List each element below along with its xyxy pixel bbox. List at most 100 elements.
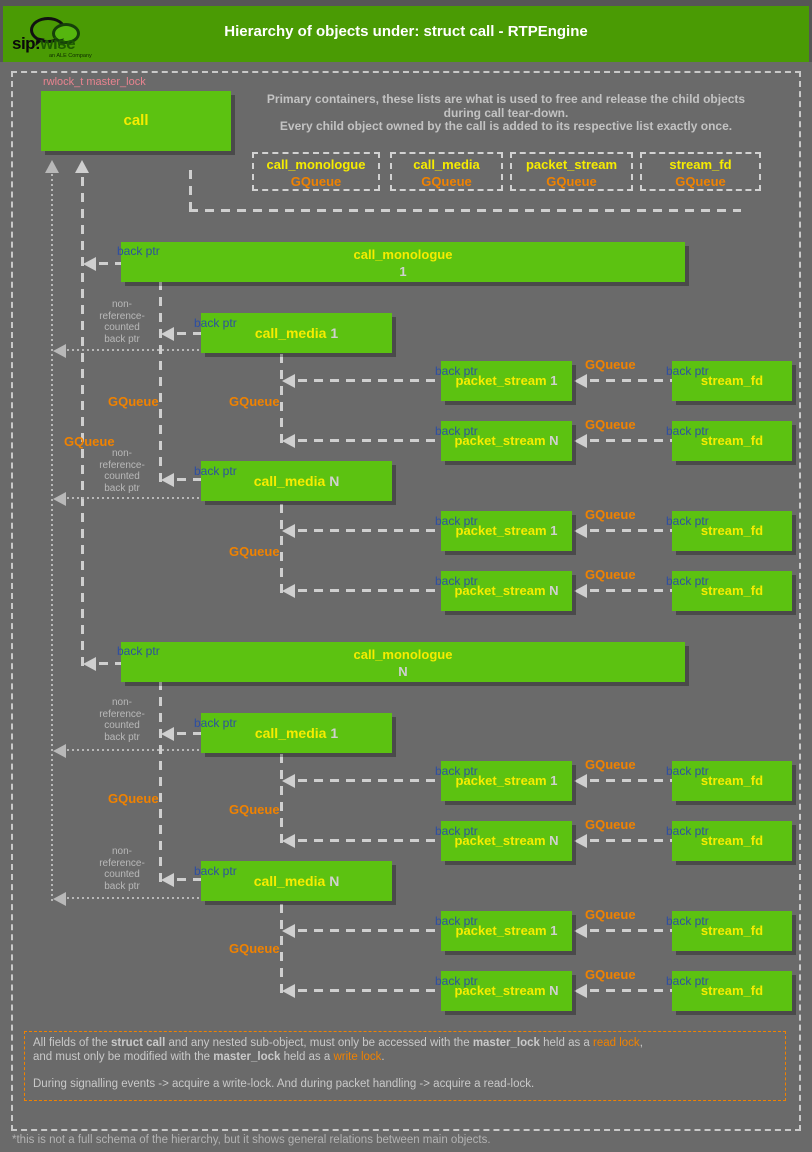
gqueue-label: GQueue (229, 544, 280, 559)
node-label: stream_fd (672, 511, 792, 551)
node-label-text: stream_fd (700, 983, 764, 998)
dashed-line-horizontal (298, 779, 441, 782)
dashed-line-horizontal (298, 379, 441, 382)
node-label-text: call_media (253, 873, 330, 889)
app-header: sip:wise an ALE Company Hierarchy of obj… (0, 0, 812, 62)
back-ptr-label: back ptr (194, 464, 237, 478)
node-label-text: stream_fd (700, 923, 764, 938)
gqueue-label: GQueue (585, 507, 636, 522)
node-call-monologue-n: call_monologue N (121, 642, 685, 682)
nonref-line: back ptr (104, 482, 140, 494)
intro-line: Primary containers, these lists are what… (266, 92, 746, 106)
node-label-text: 1 (550, 773, 558, 788)
nonref-line: reference- (99, 459, 145, 471)
node-packet-stream-n-a1: packet_stream N (441, 421, 572, 461)
note-line: All fields of the struct call and any ne… (33, 1037, 779, 1051)
dashed-line-vertical (280, 501, 283, 593)
dashed-line-horizontal (298, 529, 441, 532)
node-label-text: stream_fd (700, 833, 764, 848)
node-label: call_media 1 (201, 713, 392, 753)
arrow-left-icon (574, 924, 587, 938)
node-label-text: packet_stream (454, 983, 550, 998)
page-title: Hierarchy of objects under: struct call … (224, 23, 588, 40)
node-label-text: N (549, 983, 559, 998)
dotted-line-horizontal (67, 897, 201, 899)
back-ptr-label: back ptr (435, 424, 478, 438)
node-label-text: 1 (550, 373, 558, 388)
arrow-left-icon (53, 344, 66, 358)
node-label-text: packet_stream (455, 923, 551, 938)
node-label: stream_fd (672, 821, 792, 861)
arrow-left-icon (161, 873, 174, 887)
dashed-line-vertical (159, 682, 162, 882)
gqueue-label: GQueue (585, 907, 636, 922)
node-label: call_media 1 (201, 313, 392, 353)
note-line: and must only be modified with the maste… (33, 1051, 779, 1065)
note-text: and must only be modified with the (33, 1050, 214, 1063)
gqueue-label: GQueue (585, 357, 636, 372)
intro-text: Primary containers, these lists are what… (248, 92, 764, 134)
node-packet-stream-1-a2: packet_stream 1 (441, 511, 572, 551)
dashed-line-horizontal (177, 878, 201, 881)
dashed-line-horizontal (590, 779, 672, 782)
back-ptr-label: back ptr (435, 574, 478, 588)
arrow-left-icon (574, 834, 587, 848)
arrow-left-icon (282, 924, 295, 938)
nonref-line: reference- (99, 857, 145, 869)
nonref-backptr-label: non-reference-counted back ptr (96, 448, 148, 494)
node-label: stream_fd (672, 361, 792, 401)
node-label: call_media N (201, 861, 392, 901)
diagram-outer-border (11, 71, 801, 1131)
node-call-monologue-1: call_monologue 1 (121, 242, 685, 282)
note-text: master_lock (213, 1050, 281, 1063)
node-packet-stream-n-a2: packet_stream N (441, 571, 572, 611)
nonref-line: non- (111, 846, 132, 857)
container-label: stream_fd (669, 157, 732, 172)
back-ptr-label: back ptr (666, 514, 709, 528)
back-ptr-label: back ptr (666, 974, 709, 988)
gqueue-label: GQueue (108, 791, 159, 806)
note-text: All fields of the (33, 1037, 111, 1049)
container-sublabel: GQueue (421, 174, 472, 189)
dashed-line-horizontal (177, 732, 201, 735)
dashed-line-horizontal (298, 839, 441, 842)
node-call-media-n-a: call_media N (201, 461, 392, 501)
container-sublabel: GQueue (675, 174, 726, 189)
nonref-line: non- (111, 697, 132, 708)
nonref-backptr-label: non-reference-counted back ptr (96, 299, 148, 345)
arrow-left-icon (161, 727, 174, 741)
node-label: call (41, 91, 231, 151)
node-stream-fd-b3: stream_fd (672, 911, 792, 951)
gqueue-label: GQueue (229, 802, 280, 817)
container-call_monologue: call_monologue GQueue (252, 152, 380, 191)
nonref-line: reference- (99, 310, 145, 322)
node-stream-fd-b4: stream_fd (672, 971, 792, 1011)
node-label-text: call_monologue (353, 647, 453, 662)
node-label: stream_fd (672, 421, 792, 461)
dashed-line-horizontal (590, 589, 672, 592)
node-label-text: stream_fd (700, 433, 764, 448)
gqueue-label: GQueue (229, 941, 280, 956)
sipwise-logo: sip:wise an ALE Company (12, 12, 107, 66)
arrow-left-icon (282, 434, 295, 448)
node-label-text: packet_stream (454, 433, 550, 448)
node-label-text: call_monologue (353, 247, 453, 262)
back-ptr-label: back ptr (194, 864, 237, 878)
arrow-left-icon (161, 473, 174, 487)
dashed-line-horizontal (298, 929, 441, 932)
nonref-line: non- (111, 299, 132, 310)
node-stream-fd-a4: stream_fd (672, 571, 792, 611)
node-stream-fd-b1: stream_fd (672, 761, 792, 801)
dashed-line-horizontal (177, 478, 201, 481)
note-text: During signalling events -> acquire a wr… (33, 1077, 535, 1090)
node-stream-fd-a2: stream_fd (672, 421, 792, 461)
node-label: 1 (121, 263, 685, 280)
node-label-text: packet_stream (454, 583, 550, 598)
node-label-text: N (549, 433, 559, 448)
back-ptr-label: back ptr (666, 914, 709, 928)
gqueue-label: GQueue (585, 567, 636, 582)
container-label: call_media (413, 157, 480, 172)
back-ptr-label: back ptr (435, 914, 478, 928)
node-label-text: packet_stream (455, 773, 551, 788)
gqueue-label: GQueue (229, 394, 280, 409)
